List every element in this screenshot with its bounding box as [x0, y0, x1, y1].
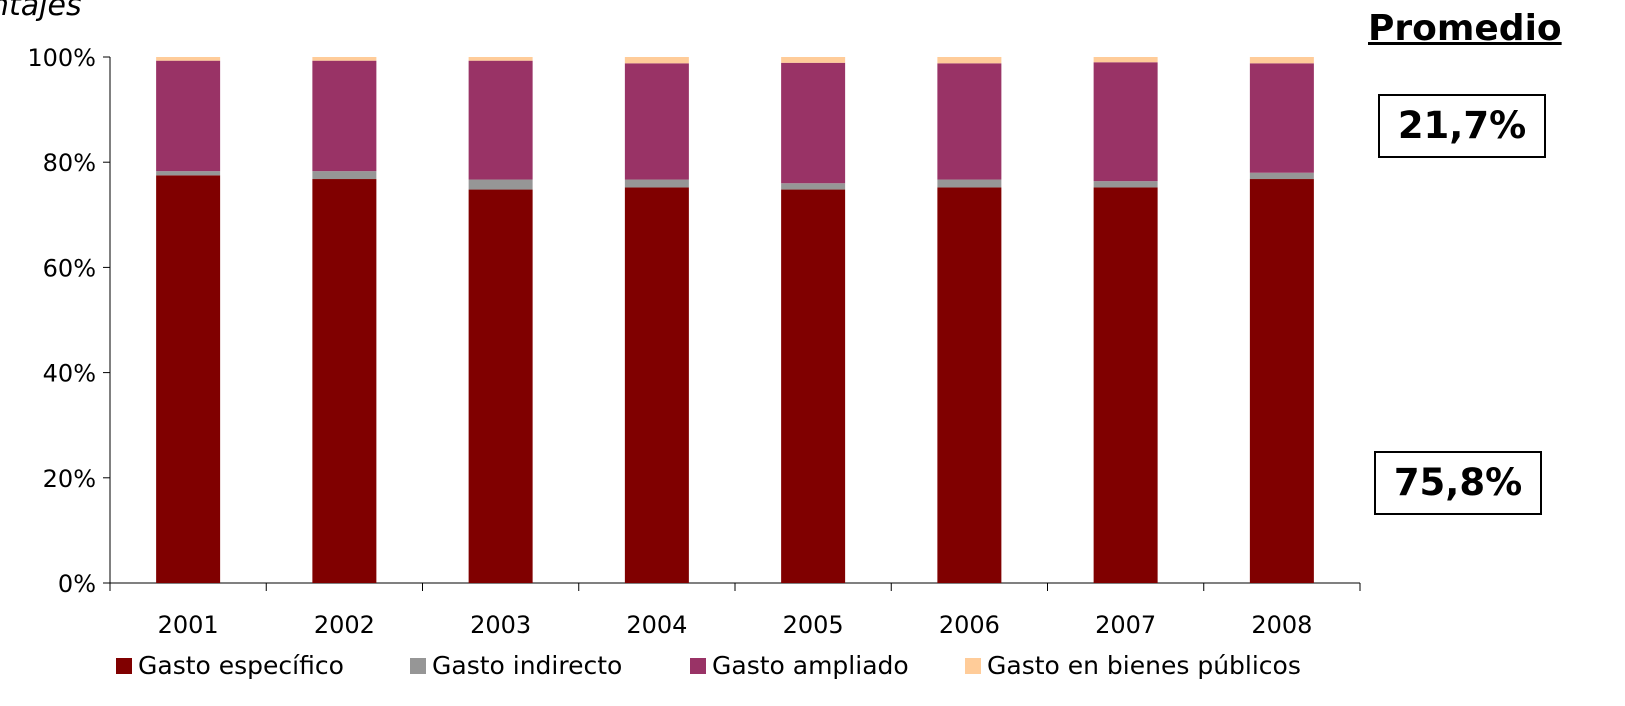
legend-swatch [116, 658, 132, 674]
bar-segment-1 [1249, 172, 1314, 180]
x-tick-label: 2006 [939, 611, 1000, 639]
x-tick-label: 2001 [158, 611, 219, 639]
bar-segment-1 [624, 179, 689, 188]
bar-segment-3 [781, 57, 846, 63]
stacked-bar-chart: 0% 20% 40% 60% 80% 100% 2001 2002 2003 2004 2005 20… [27, 44, 1361, 680]
bar-segment-2 [156, 60, 221, 172]
legend-label: Gasto indirecto [432, 651, 622, 680]
y-tick-label: 40% [43, 360, 96, 388]
bar-segment-0 [1093, 187, 1158, 583]
legend-label: Gasto en bienes públicos [987, 651, 1301, 680]
bar-segment-2 [468, 60, 533, 180]
bar-segment-1 [781, 183, 846, 190]
x-tick-label: 2003 [470, 611, 531, 639]
bar-segment-3 [312, 57, 377, 61]
bar-segment-0 [468, 189, 533, 583]
bar-segment-3 [468, 57, 533, 61]
bar-segment-2 [624, 63, 689, 180]
bar-segment-2 [781, 62, 846, 184]
legend-swatch [410, 658, 426, 674]
legend-swatch [965, 658, 981, 674]
bar-segment-0 [312, 179, 377, 584]
y-tick-label: 60% [43, 254, 96, 282]
promedio-upper-value: 21,7% [1378, 94, 1546, 158]
bar-segment-2 [312, 60, 377, 172]
bar-segment-2 [1249, 63, 1314, 173]
chart-subtitle: ntajes [0, 0, 82, 23]
x-tick-label: 2004 [626, 611, 687, 639]
x-tick-label: 2007 [1095, 611, 1156, 639]
bar-segment-3 [937, 57, 1002, 64]
y-tick-label: 0% [58, 570, 96, 598]
bar-segment-3 [156, 57, 221, 61]
bar-segment-1 [312, 171, 377, 180]
bar-segment-1 [468, 179, 533, 190]
bar-segment-3 [624, 57, 689, 64]
bar-segment-0 [624, 187, 689, 583]
bar-segment-1 [937, 179, 1002, 188]
legend-label: Gasto ampliado [712, 651, 909, 680]
x-tick-label: 2008 [1251, 611, 1312, 639]
bar-segment-1 [156, 171, 221, 176]
x-tick-label: 2005 [783, 611, 844, 639]
bar-segment-3 [1249, 57, 1314, 64]
bar-segment-0 [1249, 179, 1314, 584]
y-tick-label: 80% [43, 149, 96, 177]
legend-swatch [690, 658, 706, 674]
y-tick-label: 100% [27, 44, 96, 72]
promedio-title: Promedio [1368, 8, 1562, 49]
legend-label: Gasto específico [138, 651, 344, 680]
bar-segment-1 [1093, 181, 1158, 188]
promedio-lower-value: 75,8% [1374, 451, 1542, 515]
bar-segment-0 [781, 189, 846, 583]
bar-segment-0 [156, 175, 221, 583]
bar-segment-0 [937, 187, 1002, 583]
bar-segment-3 [1093, 57, 1158, 63]
x-tick-label: 2002 [314, 611, 375, 639]
y-tick-label: 20% [43, 465, 96, 493]
bar-segment-2 [937, 63, 1002, 180]
bar-segment-2 [1093, 62, 1158, 182]
